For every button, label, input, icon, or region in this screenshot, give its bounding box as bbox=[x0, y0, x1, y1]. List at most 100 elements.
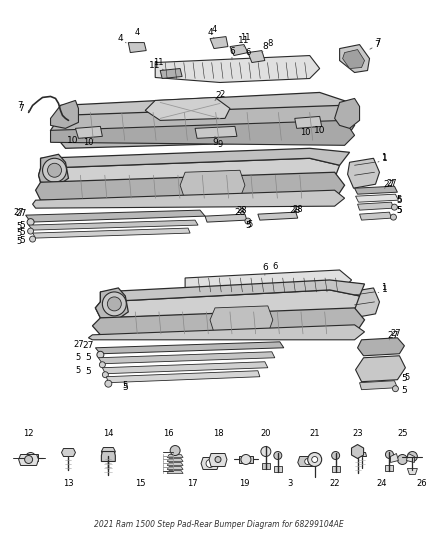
Polygon shape bbox=[262, 464, 270, 470]
Circle shape bbox=[407, 451, 417, 462]
Text: 24: 24 bbox=[376, 479, 387, 488]
Polygon shape bbox=[50, 100, 78, 128]
Polygon shape bbox=[210, 306, 273, 336]
Text: 10: 10 bbox=[67, 136, 78, 145]
Polygon shape bbox=[295, 116, 321, 128]
Text: 10: 10 bbox=[300, 128, 311, 137]
Polygon shape bbox=[356, 194, 399, 202]
Circle shape bbox=[390, 214, 396, 220]
Circle shape bbox=[392, 204, 397, 210]
Text: 27: 27 bbox=[73, 340, 84, 349]
Polygon shape bbox=[50, 120, 355, 146]
Text: 5: 5 bbox=[397, 206, 402, 215]
Circle shape bbox=[28, 228, 34, 234]
Text: 27: 27 bbox=[83, 341, 94, 350]
Text: 1: 1 bbox=[381, 286, 387, 294]
Text: 27: 27 bbox=[386, 179, 397, 188]
Polygon shape bbox=[339, 45, 370, 72]
Polygon shape bbox=[167, 471, 183, 473]
Polygon shape bbox=[332, 466, 339, 472]
Text: 10: 10 bbox=[83, 138, 94, 147]
Text: 5: 5 bbox=[405, 373, 410, 382]
Polygon shape bbox=[102, 362, 268, 374]
Polygon shape bbox=[25, 210, 205, 222]
Text: 6: 6 bbox=[229, 47, 235, 56]
Text: 5: 5 bbox=[20, 221, 25, 230]
Text: 27: 27 bbox=[15, 208, 26, 217]
Text: 2021 Ram 1500 Step Pad-Rear Bumper Diagram for 68299104AE: 2021 Ram 1500 Step Pad-Rear Bumper Diagr… bbox=[94, 520, 344, 529]
Polygon shape bbox=[274, 466, 282, 472]
Circle shape bbox=[261, 447, 271, 456]
Text: 9: 9 bbox=[217, 140, 223, 149]
Polygon shape bbox=[95, 288, 128, 319]
Text: 27: 27 bbox=[388, 332, 399, 340]
Text: 1: 1 bbox=[381, 284, 386, 293]
Polygon shape bbox=[39, 154, 68, 185]
Polygon shape bbox=[355, 186, 397, 194]
Text: 28: 28 bbox=[234, 208, 246, 216]
Circle shape bbox=[308, 453, 321, 466]
Text: 3: 3 bbox=[287, 479, 293, 488]
Polygon shape bbox=[60, 92, 350, 123]
Text: 4: 4 bbox=[117, 34, 123, 43]
Text: 28: 28 bbox=[289, 206, 300, 215]
Text: 5: 5 bbox=[20, 228, 25, 237]
Text: 7: 7 bbox=[374, 40, 380, 49]
Polygon shape bbox=[258, 212, 298, 220]
Text: 11: 11 bbox=[153, 58, 163, 67]
Polygon shape bbox=[385, 465, 393, 472]
Polygon shape bbox=[50, 106, 355, 148]
Polygon shape bbox=[390, 454, 399, 463]
Polygon shape bbox=[95, 290, 360, 318]
Polygon shape bbox=[239, 456, 253, 464]
Text: 4: 4 bbox=[212, 25, 217, 34]
Text: 8: 8 bbox=[267, 39, 272, 48]
Text: 5: 5 bbox=[396, 196, 402, 205]
Polygon shape bbox=[348, 158, 379, 188]
Polygon shape bbox=[101, 451, 115, 462]
Text: 5: 5 bbox=[85, 367, 91, 376]
Text: 5: 5 bbox=[247, 220, 253, 229]
Circle shape bbox=[25, 456, 32, 464]
Text: 1: 1 bbox=[381, 154, 387, 163]
Polygon shape bbox=[248, 51, 265, 62]
Circle shape bbox=[274, 451, 282, 459]
Text: 19: 19 bbox=[239, 479, 249, 488]
Polygon shape bbox=[32, 190, 345, 208]
Text: 5: 5 bbox=[123, 383, 128, 392]
Text: 21: 21 bbox=[309, 429, 320, 438]
Text: 23: 23 bbox=[352, 429, 363, 438]
Polygon shape bbox=[167, 455, 183, 457]
Circle shape bbox=[215, 456, 221, 463]
Polygon shape bbox=[95, 342, 284, 354]
Polygon shape bbox=[92, 308, 364, 335]
Circle shape bbox=[107, 297, 121, 311]
Polygon shape bbox=[99, 352, 275, 364]
Text: 5: 5 bbox=[16, 237, 21, 246]
Polygon shape bbox=[88, 325, 364, 340]
Circle shape bbox=[245, 218, 251, 224]
Circle shape bbox=[385, 450, 393, 458]
Polygon shape bbox=[357, 338, 404, 356]
Text: 18: 18 bbox=[213, 429, 223, 438]
Polygon shape bbox=[298, 456, 318, 466]
Polygon shape bbox=[209, 454, 227, 466]
Polygon shape bbox=[343, 50, 364, 69]
Circle shape bbox=[392, 386, 399, 392]
Polygon shape bbox=[35, 172, 345, 200]
Text: 25: 25 bbox=[397, 429, 408, 438]
Text: 5: 5 bbox=[20, 236, 25, 245]
Polygon shape bbox=[348, 288, 379, 318]
Polygon shape bbox=[406, 454, 414, 463]
Text: 5: 5 bbox=[85, 353, 91, 362]
Polygon shape bbox=[357, 453, 367, 456]
Polygon shape bbox=[100, 280, 364, 302]
Text: 4: 4 bbox=[134, 28, 140, 37]
Text: 5: 5 bbox=[245, 221, 251, 230]
Polygon shape bbox=[335, 99, 360, 128]
Text: 28: 28 bbox=[293, 205, 303, 214]
Text: 5: 5 bbox=[76, 353, 81, 362]
Text: 5: 5 bbox=[397, 195, 402, 204]
Text: 7: 7 bbox=[375, 38, 380, 47]
Circle shape bbox=[105, 380, 112, 387]
